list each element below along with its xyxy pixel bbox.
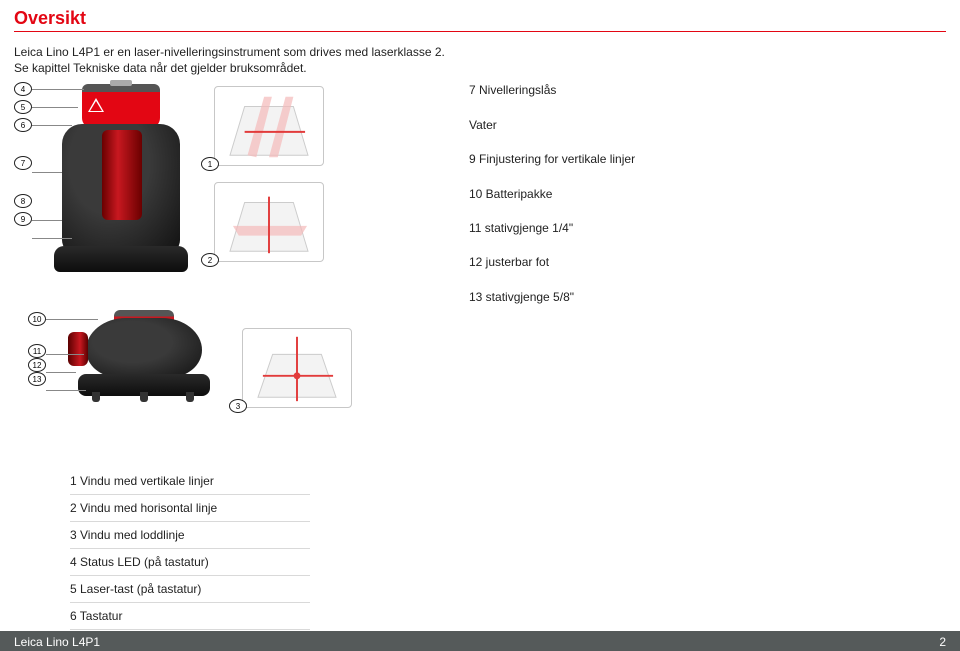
callout-13: 13 (28, 372, 46, 386)
legend-item: 10 Batteripakke (469, 184, 635, 204)
legend-item: 11 stativgjenge 1/4" (469, 218, 635, 238)
panel1-label: 1 (201, 157, 219, 171)
callout-line (46, 390, 86, 391)
callout-line (46, 319, 98, 320)
callout-5: 5 (14, 100, 32, 114)
callout-line (32, 107, 78, 108)
callout-6: 6 (14, 118, 32, 132)
callout-line (46, 372, 76, 373)
callout-11: 11 (28, 344, 46, 358)
legend-item: 9 Finjustering for vertikale linjer (469, 149, 635, 169)
legend-item: 7 Nivelleringslås (469, 80, 635, 100)
legend-item: 6 Tastatur (70, 603, 310, 630)
callout-line (32, 172, 62, 173)
legend-item: Vater (469, 115, 635, 135)
content-row: 4 5 6 7 8 9 (0, 76, 960, 630)
intro-text: Leica Lino L4P1 er en laser-nivellerings… (0, 44, 460, 76)
right-legend: 7 Nivelleringslås Vater 9 Finjustering f… (469, 80, 635, 630)
laser-panel-2: 2 (214, 182, 324, 262)
legend-item: 13 stativgjenge 5/8" (469, 287, 635, 307)
callout-labels-left: 4 5 6 7 8 9 (14, 82, 32, 226)
callout-line (32, 89, 84, 90)
callout-10: 10 (28, 312, 46, 326)
laser-panel-1: 1 (214, 86, 324, 166)
callout-7: 7 (14, 156, 32, 170)
title-underline (14, 31, 946, 32)
page-title: Oversikt (0, 0, 960, 31)
legend-item: 12 justerbar fot (469, 252, 635, 272)
callout-4: 4 (14, 82, 32, 96)
callout-line (32, 125, 72, 126)
footer-page: 2 (939, 635, 946, 650)
laser-panel-3: 3 (242, 328, 352, 408)
legend-item: 3 Vindu med loddlinje (70, 522, 310, 549)
callout-line (46, 354, 84, 355)
legend-item: 5 Laser-tast (på tastatur) (70, 576, 310, 603)
callout-line (32, 238, 72, 239)
diagram-column: 4 5 6 7 8 9 (14, 80, 469, 630)
callout-12: 12 (28, 358, 46, 372)
footer-bar: Leica Lino L4P1 2 (0, 631, 960, 651)
legend-item: 1 Vindu med vertikale linjer (70, 468, 310, 495)
callout-8: 8 (14, 194, 32, 208)
footer-product: Leica Lino L4P1 (14, 635, 100, 650)
device-illustration (50, 84, 190, 274)
device-diagram-top: 4 5 6 7 8 9 (14, 80, 469, 280)
legend-item: 2 Vindu med horisontal linje (70, 495, 310, 522)
panel2-label: 2 (201, 253, 219, 267)
device-side-illustration (68, 310, 218, 402)
panel3-label: 3 (229, 399, 247, 413)
device-diagram-bottom: 10 11 12 13 (28, 306, 469, 446)
bottom-legend: 1 Vindu med vertikale linjer 2 Vindu med… (14, 446, 469, 630)
callout-line (32, 220, 62, 221)
callout-labels-bottom: 10 11 12 13 (28, 312, 46, 386)
legend-item: 4 Status LED (på tastatur) (70, 549, 310, 576)
callout-9: 9 (14, 212, 32, 226)
